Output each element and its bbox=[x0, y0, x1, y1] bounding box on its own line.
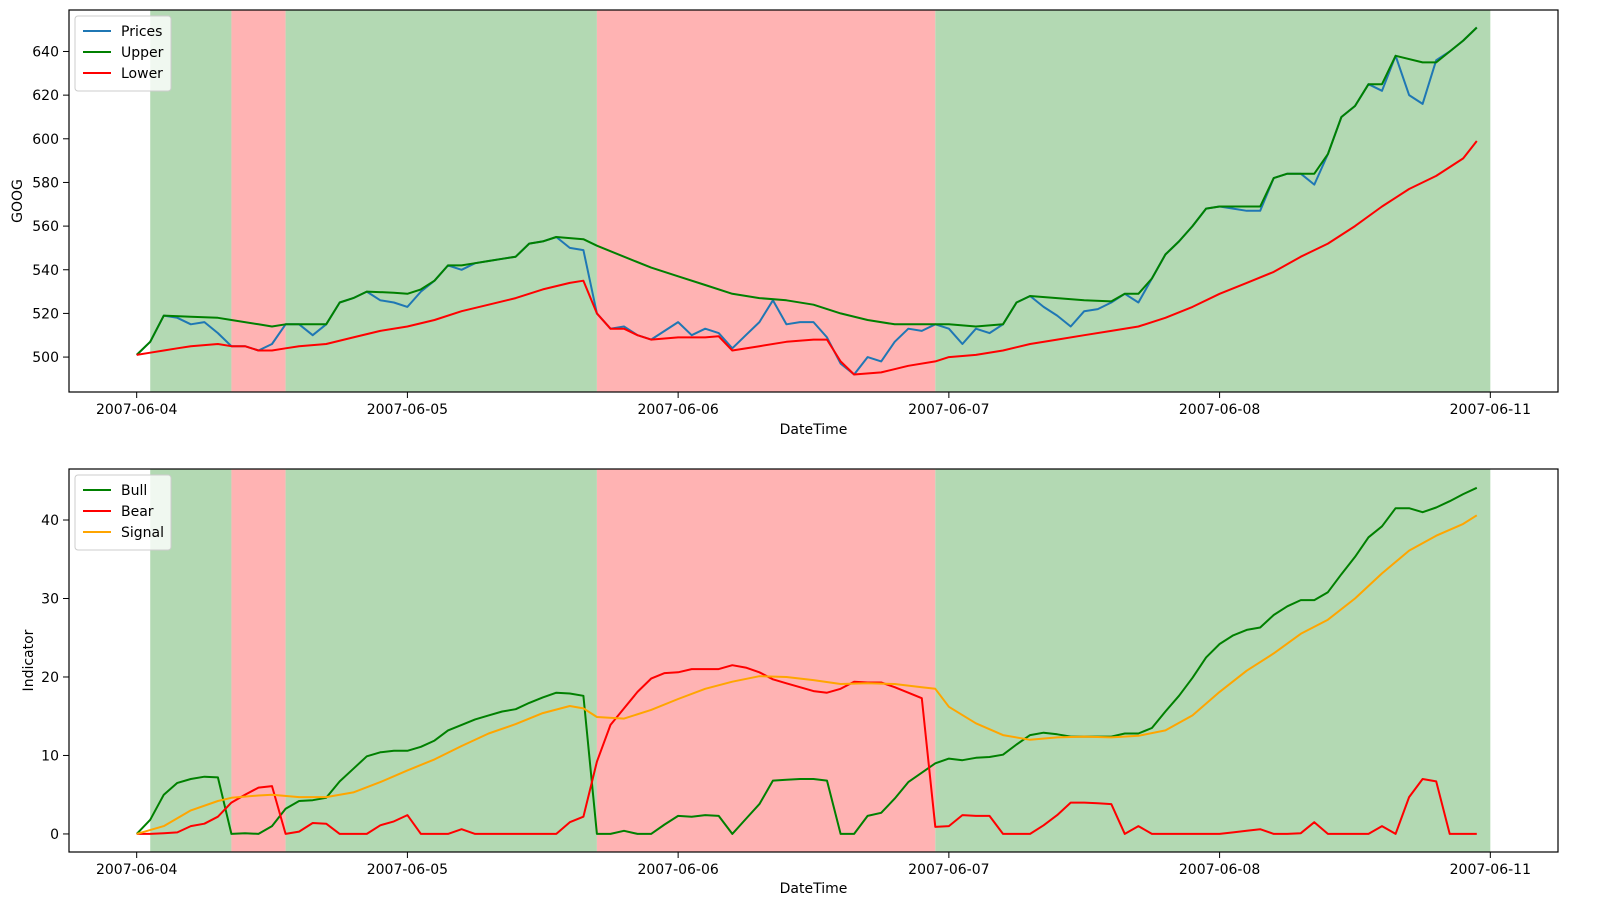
x-tick-label: 2007-06-05 bbox=[367, 402, 448, 418]
series-line-bear bbox=[136, 664, 1477, 835]
plot-frame bbox=[68, 468, 1559, 853]
y-axis-label: Indicator bbox=[21, 629, 37, 691]
x-tick-label: 2007-06-08 bbox=[1179, 862, 1260, 878]
x-tick-label: 2007-06-11 bbox=[1450, 402, 1531, 418]
series-line-upper bbox=[136, 26, 1478, 356]
legend: Bull Bear Signal bbox=[74, 474, 172, 551]
y-tick-label: 10 bbox=[41, 748, 59, 764]
series-line-bull bbox=[135, 486, 1478, 835]
regime-band-bull bbox=[935, 10, 1491, 392]
regime-band-bear bbox=[231, 10, 286, 392]
y-tick-label: 600 bbox=[32, 132, 59, 148]
x-axis-label: DateTime bbox=[780, 881, 848, 897]
x-tick-label: 2007-06-08 bbox=[1179, 402, 1260, 418]
x-tick-label: 2007-06-04 bbox=[96, 862, 177, 878]
y-tick-label: 40 bbox=[41, 513, 59, 529]
regime-band-bull bbox=[285, 10, 597, 392]
legend-label-upper: Upper bbox=[121, 45, 164, 61]
series-line-signal bbox=[136, 514, 1478, 835]
indicator-panel: 2007-06-04 2007-06-05 2007-06-06 2007-06-07… bbox=[21, 468, 1559, 897]
y-tick-label: 560 bbox=[32, 219, 59, 235]
regime-band-bull bbox=[285, 469, 597, 852]
series-line-lower bbox=[136, 140, 1478, 376]
y-tick-label: 540 bbox=[32, 263, 59, 279]
x-tick-label: 2007-06-11 bbox=[1450, 862, 1531, 878]
y-tick-label: 500 bbox=[32, 350, 59, 366]
legend-label-signal: Signal bbox=[121, 525, 164, 541]
x-tick-label: 2007-06-07 bbox=[908, 862, 989, 878]
x-tick-label: 2007-06-05 bbox=[367, 862, 448, 878]
legend: Prices Upper Lower bbox=[74, 15, 172, 92]
y-axis-label: GOOG bbox=[10, 179, 26, 223]
x-tick-label: 2007-06-04 bbox=[96, 402, 177, 418]
y-tick-label: 30 bbox=[41, 591, 59, 607]
price-panel: 2007-06-04 2007-06-05 2007-06-06 2007-06-07… bbox=[10, 9, 1559, 438]
x-axis-label: DateTime bbox=[780, 422, 848, 438]
x-tick-label: 2007-06-06 bbox=[637, 862, 718, 878]
x-tick-label: 2007-06-07 bbox=[908, 402, 989, 418]
legend-label-bear: Bear bbox=[121, 504, 154, 520]
y-tick-label: 620 bbox=[32, 88, 59, 104]
x-tick-label: 2007-06-06 bbox=[637, 402, 718, 418]
y-tick-label: 580 bbox=[32, 175, 59, 191]
regime-band-bear bbox=[596, 10, 936, 392]
y-tick-label: 20 bbox=[41, 670, 59, 686]
y-tick-label: 640 bbox=[32, 44, 59, 60]
legend-label-lower: Lower bbox=[121, 66, 163, 82]
y-tick-label: 520 bbox=[32, 306, 59, 322]
regime-band-bull bbox=[935, 469, 1491, 852]
legend-label-bull: Bull bbox=[121, 483, 147, 499]
y-tick-label: 0 bbox=[50, 827, 59, 843]
legend-label-prices: Prices bbox=[121, 24, 162, 40]
regime-band-bear bbox=[596, 469, 936, 852]
plot-frame bbox=[68, 9, 1559, 393]
